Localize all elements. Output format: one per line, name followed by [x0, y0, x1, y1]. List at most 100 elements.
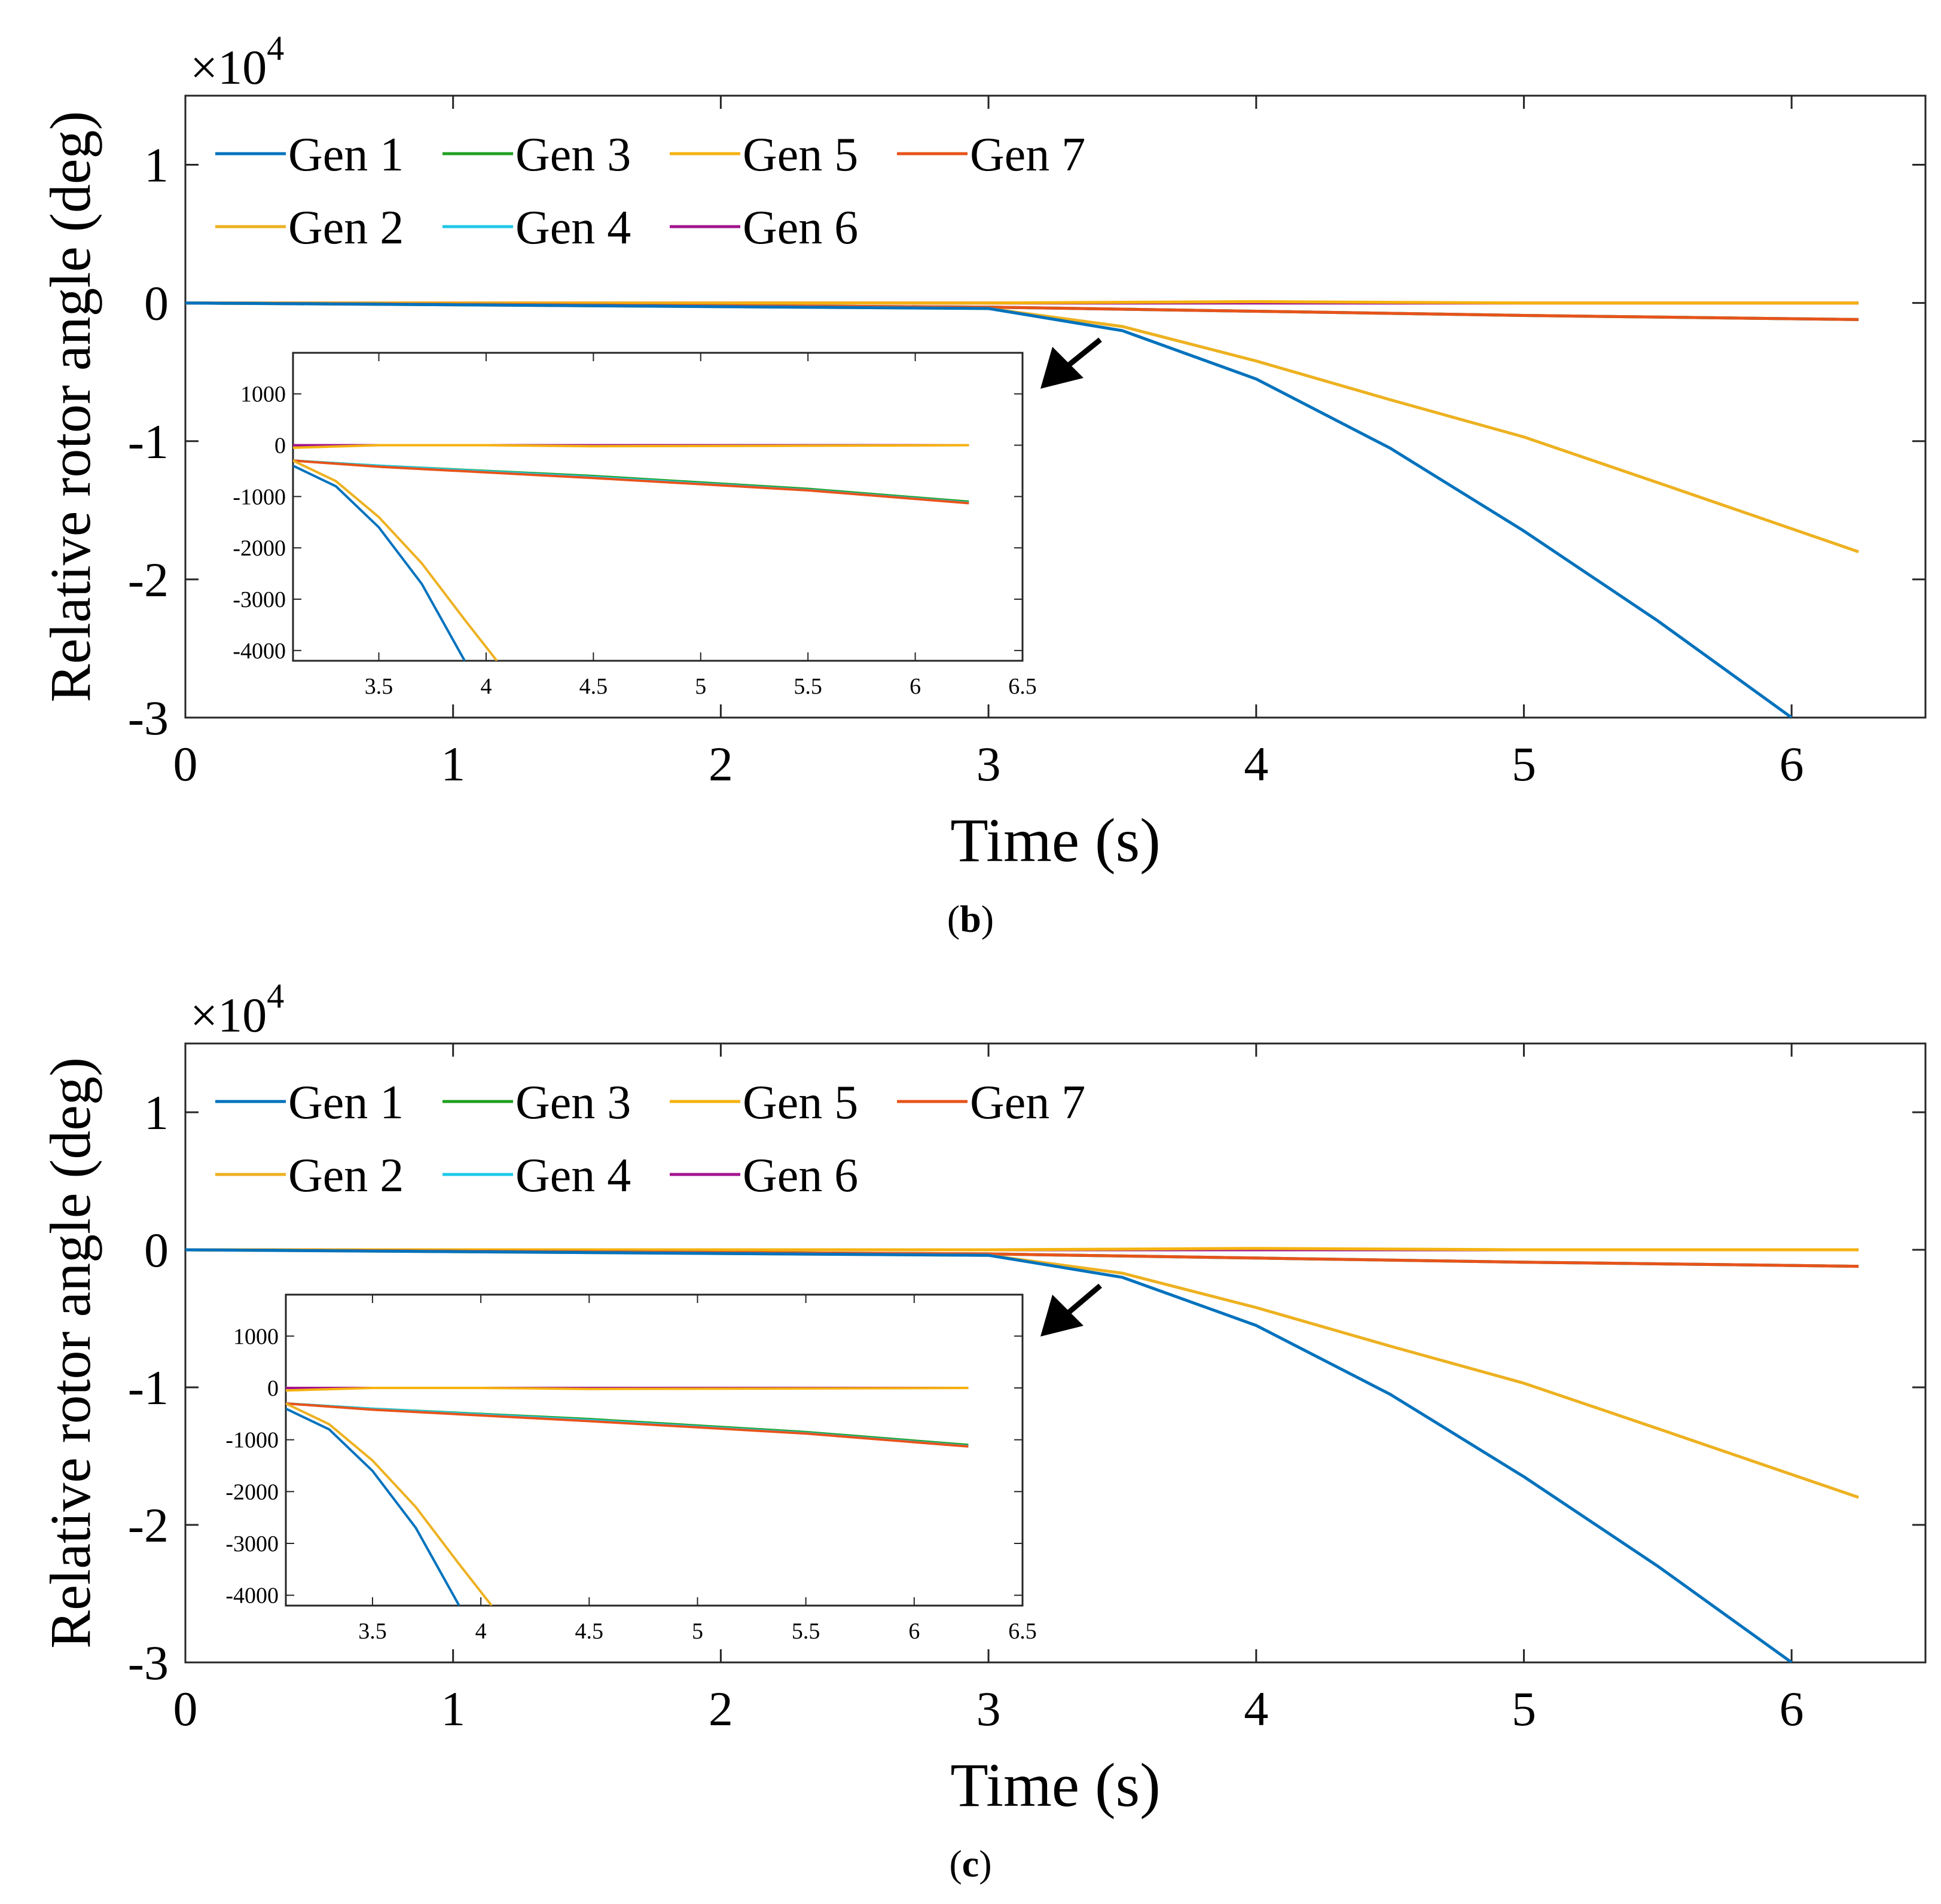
- legend: Gen 1 Gen 3 Gen 5 Gen 7 Gen 2 Gen 4 Gen 6: [215, 129, 1085, 254]
- y-tick-label: -2: [128, 553, 169, 607]
- x-tick-label: 3: [976, 1682, 1001, 1736]
- y-tick-label: -2: [128, 1498, 169, 1552]
- inset-x-tick-label: 3.5: [365, 674, 393, 699]
- legend-label-gen-1: Gen 1: [288, 1076, 404, 1129]
- x-tick-label: 1: [441, 737, 465, 791]
- x-tick-label: 3: [976, 737, 1001, 791]
- x-tick-label: 4: [1244, 1682, 1268, 1736]
- arrow-head: [1040, 1295, 1084, 1337]
- inset-series-line-gen-1: [293, 464, 466, 661]
- inset-x-tick-label: 3.5: [358, 1619, 387, 1644]
- inset-series-line-gen-5: [293, 444, 969, 449]
- panel-label-c: c: [962, 1842, 979, 1885]
- y-axis-exponent: ×104: [190, 977, 284, 1042]
- inset-x-tick-label: 5: [695, 674, 706, 699]
- y-axis-label: Relative rotor angle (deg): [38, 1057, 102, 1649]
- inset-plot: 3.5 4 4.5 5 5.5 6 6.5 1000 0 -1000 -2000 -3000 -4000: [233, 352, 1037, 699]
- legend-label-gen-3: Gen 3: [515, 129, 631, 181]
- x-tick-label: 1: [441, 1682, 465, 1736]
- y-tick-label: -1: [128, 1360, 169, 1415]
- x-tick-label: 2: [709, 1682, 733, 1736]
- x-axis-label: Time (s): [950, 1751, 1161, 1820]
- inset-x-tick-label: 6: [908, 1619, 920, 1644]
- inset-series-line-gen-7: [293, 459, 969, 505]
- inset-y-tick-label: 1000: [233, 1324, 279, 1349]
- inset-x-tick-label: 4: [480, 674, 492, 699]
- panel-label-b: b: [960, 898, 981, 940]
- inset-x-tick-label: 5.5: [792, 1619, 820, 1644]
- inset-y-tick-label: -3000: [225, 1531, 279, 1557]
- arrow-head: [1040, 347, 1084, 389]
- inset-series-line-gen-5: [286, 1387, 969, 1392]
- y-axis-exponent: ×104: [190, 29, 284, 94]
- x-axis-label: Time (s): [950, 806, 1161, 875]
- inset-x-tick-label: 4.5: [575, 1619, 604, 1644]
- inset-y-tick-label: -2000: [233, 536, 286, 561]
- x-tick-label: 5: [1512, 737, 1536, 791]
- chart-panel-c: 0 1 2 3 4 5 6 1 0 -1 -2 -3 ×104 Time (s) Relative roto…: [38, 977, 1927, 1820]
- y-axis-exponent-power: 4: [267, 977, 284, 1015]
- legend-label-gen-4: Gen 4: [515, 1149, 631, 1202]
- x-tick-label: 6: [1780, 1682, 1804, 1736]
- legend-label-gen-6: Gen 6: [743, 1149, 858, 1202]
- panel-caption-b: (b): [947, 898, 994, 940]
- y-axis-label: Relative rotor angle (deg): [38, 111, 102, 703]
- inset-plot: 3.5 4 4.5 5 5.5 6 6.5 1000 0 -1000 -2000 -3000 -4000: [225, 1293, 1037, 1644]
- legend: Gen 1 Gen 3 Gen 5 Gen 7 Gen 2 Gen 4 Gen 6: [215, 1076, 1085, 1202]
- x-tick-label: 2: [709, 737, 733, 791]
- inset-y-tick-label: -4000: [225, 1583, 279, 1609]
- legend-label-gen-4: Gen 4: [515, 202, 631, 254]
- legend-label-gen-5: Gen 5: [743, 1076, 858, 1129]
- inset-y-tick-label: 1000: [240, 382, 286, 407]
- legend-label-gen-2: Gen 2: [288, 1149, 404, 1202]
- series-line-gen-1: [185, 301, 1793, 718]
- series-line-gen-1: [185, 1248, 1793, 1662]
- legend-label-gen-7: Gen 7: [970, 1076, 1085, 1129]
- inset-plot-area: [292, 352, 1024, 662]
- series-group: [185, 300, 1859, 718]
- series-group: [185, 1247, 1859, 1662]
- inset-y-tick-label: -1000: [225, 1428, 279, 1453]
- y-tick-label: -3: [128, 1636, 169, 1690]
- inset-x-tick-label: 4: [475, 1619, 487, 1644]
- y-tick-label: 0: [144, 276, 169, 331]
- inset-series-line-gen-1: [286, 1407, 460, 1606]
- inset-plot-area: [285, 1293, 1024, 1607]
- inset-y-tick-label: 0: [267, 1376, 279, 1401]
- inset-series-group: [286, 1387, 969, 1606]
- inset-x-tick-label: 4.5: [579, 674, 608, 699]
- inset-series-line-gen-2: [293, 459, 498, 661]
- legend-label-gen-6: Gen 6: [743, 202, 858, 254]
- inset-y-tick-label: -2000: [225, 1479, 279, 1505]
- x-tick-label: 6: [1780, 737, 1804, 791]
- inset-x-tick-label: 6.5: [1008, 1619, 1037, 1644]
- x-tick-label: 0: [173, 737, 198, 791]
- inset-y-tick-label: -4000: [233, 639, 286, 664]
- x-tick-label: 4: [1244, 737, 1268, 791]
- y-axis-exponent-power: 4: [267, 29, 284, 68]
- y-tick-label: 1: [144, 1085, 169, 1140]
- inset-x-tick-label: 6: [910, 674, 921, 699]
- y-tick-label: 1: [144, 138, 169, 193]
- y-tick-label: -3: [128, 691, 169, 745]
- inset-x-tick-label: 6.5: [1008, 674, 1037, 699]
- inset-x-tick-label: 5.5: [794, 674, 822, 699]
- legend-label-gen-1: Gen 1: [288, 129, 404, 181]
- inset-y-tick-label: -3000: [233, 587, 286, 612]
- inset-y-tick-label: 0: [274, 434, 286, 459]
- legend-label-gen-7: Gen 7: [970, 129, 1085, 181]
- inset-y-tick-label: -1000: [233, 484, 286, 509]
- series-line-gen-5: [185, 1247, 1859, 1252]
- y-tick-label: 0: [144, 1223, 169, 1277]
- y-tick-label: -1: [128, 414, 169, 469]
- inset-series-group: [293, 444, 969, 661]
- inset-series-line-gen-7: [286, 1402, 969, 1448]
- legend-label-gen-5: Gen 5: [743, 129, 858, 181]
- x-tick-label: 5: [1512, 1682, 1536, 1736]
- inset-series-line-gen-2: [286, 1402, 493, 1606]
- inset-x-tick-label: 5: [692, 1619, 703, 1644]
- legend-label-gen-3: Gen 3: [515, 1076, 631, 1129]
- legend-label-gen-2: Gen 2: [288, 202, 404, 254]
- panel-caption-c: (c): [949, 1842, 992, 1885]
